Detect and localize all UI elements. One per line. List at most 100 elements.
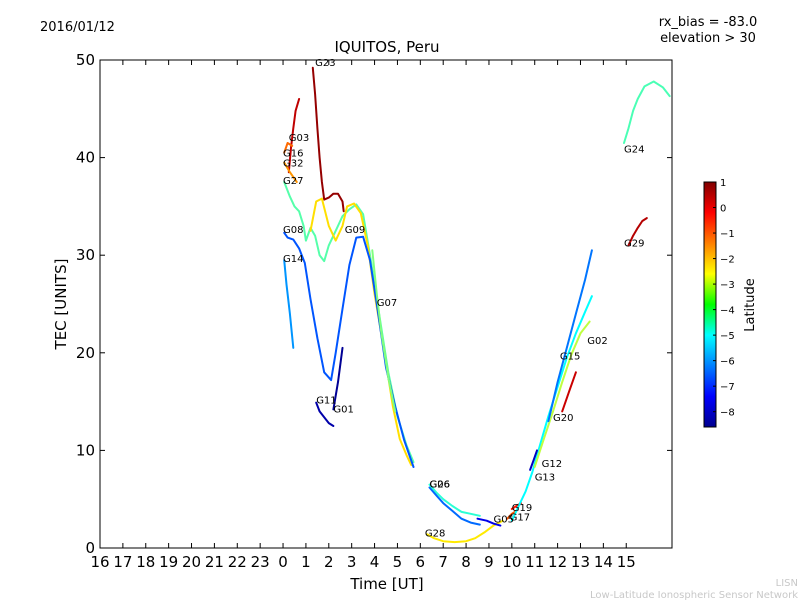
series-g05: [476, 517, 502, 527]
series-line-g20: [533, 320, 591, 468]
series-line-g09: [309, 197, 413, 466]
series-line-g29: [627, 217, 648, 247]
series-label-g05: G05: [494, 515, 514, 526]
series-line-g02: [561, 371, 577, 413]
series-g03: [287, 98, 301, 174]
colorbar: 1 0 −1 −2 −3 −4 −5 −6 −7 −8 Latitude: [703, 178, 758, 428]
series-g12: [529, 449, 538, 471]
colorbar-tick-label: −3: [720, 280, 735, 291]
x-tick-label: 0: [278, 553, 288, 571]
date-label: 2016/01/12: [40, 20, 115, 35]
x-tick-label: 3: [347, 553, 357, 571]
series-label-g16: G16: [283, 149, 303, 160]
series-g29: [627, 217, 648, 247]
plot-frame: [99, 59, 673, 549]
series-line-g15: [547, 249, 593, 423]
series-line-g13: [510, 295, 593, 522]
series-label-g02: G02: [587, 336, 607, 347]
series-g16: [283, 142, 294, 154]
series-label-g26: G26: [430, 480, 450, 491]
series-line-g06: [428, 486, 481, 526]
series-g07: [371, 249, 397, 413]
x-tick-label: 15: [617, 553, 636, 571]
series-g02: [561, 371, 577, 413]
series-label-g01: G01: [333, 404, 353, 415]
series-label-g12: G12: [542, 459, 562, 470]
x-axis-label: Time [UT]: [349, 575, 423, 593]
series-g13: [510, 295, 593, 522]
series-line-g14: [283, 259, 295, 349]
series-g28: [426, 519, 504, 544]
x-axis-ticks: 16 17 18 19 20 21 22 23 0 1 2 3 4 5 6 7 8 9 10 11 12 13 14 15: [90, 60, 636, 571]
series-line-g07: [371, 249, 397, 413]
series-line-g05: [476, 517, 502, 527]
series-label-g07: G07: [377, 298, 397, 309]
series-line-g01: [332, 346, 344, 411]
x-tick-label: 10: [502, 553, 521, 571]
series-label-g19: G19: [512, 503, 532, 514]
x-tick-label: 17: [113, 553, 132, 571]
x-tick-label: 2: [324, 553, 334, 571]
series-line-g11: [315, 401, 335, 427]
y-tick-label: 40: [76, 149, 95, 167]
series-label-g29: G29: [624, 238, 644, 249]
y-tick-label: 20: [76, 344, 95, 362]
colorbar-tick-label: −2: [720, 255, 735, 266]
series-g06: [428, 486, 481, 526]
x-tick-label: 8: [461, 553, 471, 571]
series-label-g24: G24: [624, 145, 644, 156]
series-line-g32: [283, 161, 298, 183]
x-tick-label: 23: [251, 553, 270, 571]
x-tick-label: 5: [393, 553, 403, 571]
x-tick-label: 22: [228, 553, 247, 571]
colorbar-tick-label: 1: [720, 178, 726, 189]
series-line-g03: [287, 98, 301, 174]
series-label-g11: G11: [316, 396, 336, 407]
rx-bias-label: rx_bias = -83.0: [659, 15, 758, 30]
series-g01: [332, 346, 344, 411]
series-label-g28: G28: [425, 528, 445, 539]
x-tick-label: 14: [594, 553, 613, 571]
x-tick-label: 19: [159, 553, 178, 571]
series-g32: [283, 161, 298, 183]
series-g15: [547, 249, 593, 423]
series-g20: [533, 320, 591, 468]
series-label-g13: G13: [535, 473, 555, 484]
colorbar-tick-label: −4: [720, 306, 735, 317]
colorbar-tick-label: −5: [720, 331, 735, 342]
colorbar-tick-label: 0: [720, 204, 726, 215]
colorbar-tick-label: −1: [720, 229, 735, 240]
series-g23: [311, 66, 345, 213]
series-g09: [309, 197, 413, 466]
series-line-g24: [623, 80, 671, 144]
credit-line-2: Low-Latitude Ionospheric Sensor Network: [590, 590, 798, 600]
series-g08: [283, 231, 415, 468]
series-label-g32: G32: [283, 158, 303, 169]
series-line-g23: [311, 66, 345, 213]
series-label-g23: G23: [315, 58, 335, 69]
series-layer: [283, 66, 671, 544]
x-tick-label: 13: [571, 553, 590, 571]
series-label-g14: G14: [283, 254, 303, 265]
x-tick-label: 11: [525, 553, 544, 571]
y-axis-ticks: 0 10 20 30 40 50: [76, 51, 672, 557]
series-line-g28: [426, 519, 504, 544]
x-tick-label: 12: [548, 553, 567, 571]
series-label-g08: G08: [283, 225, 303, 236]
y-tick-label: 10: [76, 441, 95, 459]
series-label-g03: G03: [289, 133, 309, 144]
colorbar-gradient: [703, 181, 717, 428]
series-line-g12: [529, 449, 538, 471]
x-tick-label: 21: [205, 553, 224, 571]
elevation-label: elevation > 30: [660, 31, 756, 46]
y-axis-label: TEC [UNITS]: [52, 259, 70, 351]
series-g11: [315, 401, 335, 427]
series-g14: [283, 259, 295, 349]
series-g24: [623, 80, 671, 144]
x-tick-label: 7: [438, 553, 448, 571]
colorbar-tick-label: −7: [720, 382, 735, 393]
y-tick-label: 0: [85, 539, 95, 557]
colorbar-label: Latitude: [743, 278, 758, 332]
x-tick-label: 16: [90, 553, 109, 571]
